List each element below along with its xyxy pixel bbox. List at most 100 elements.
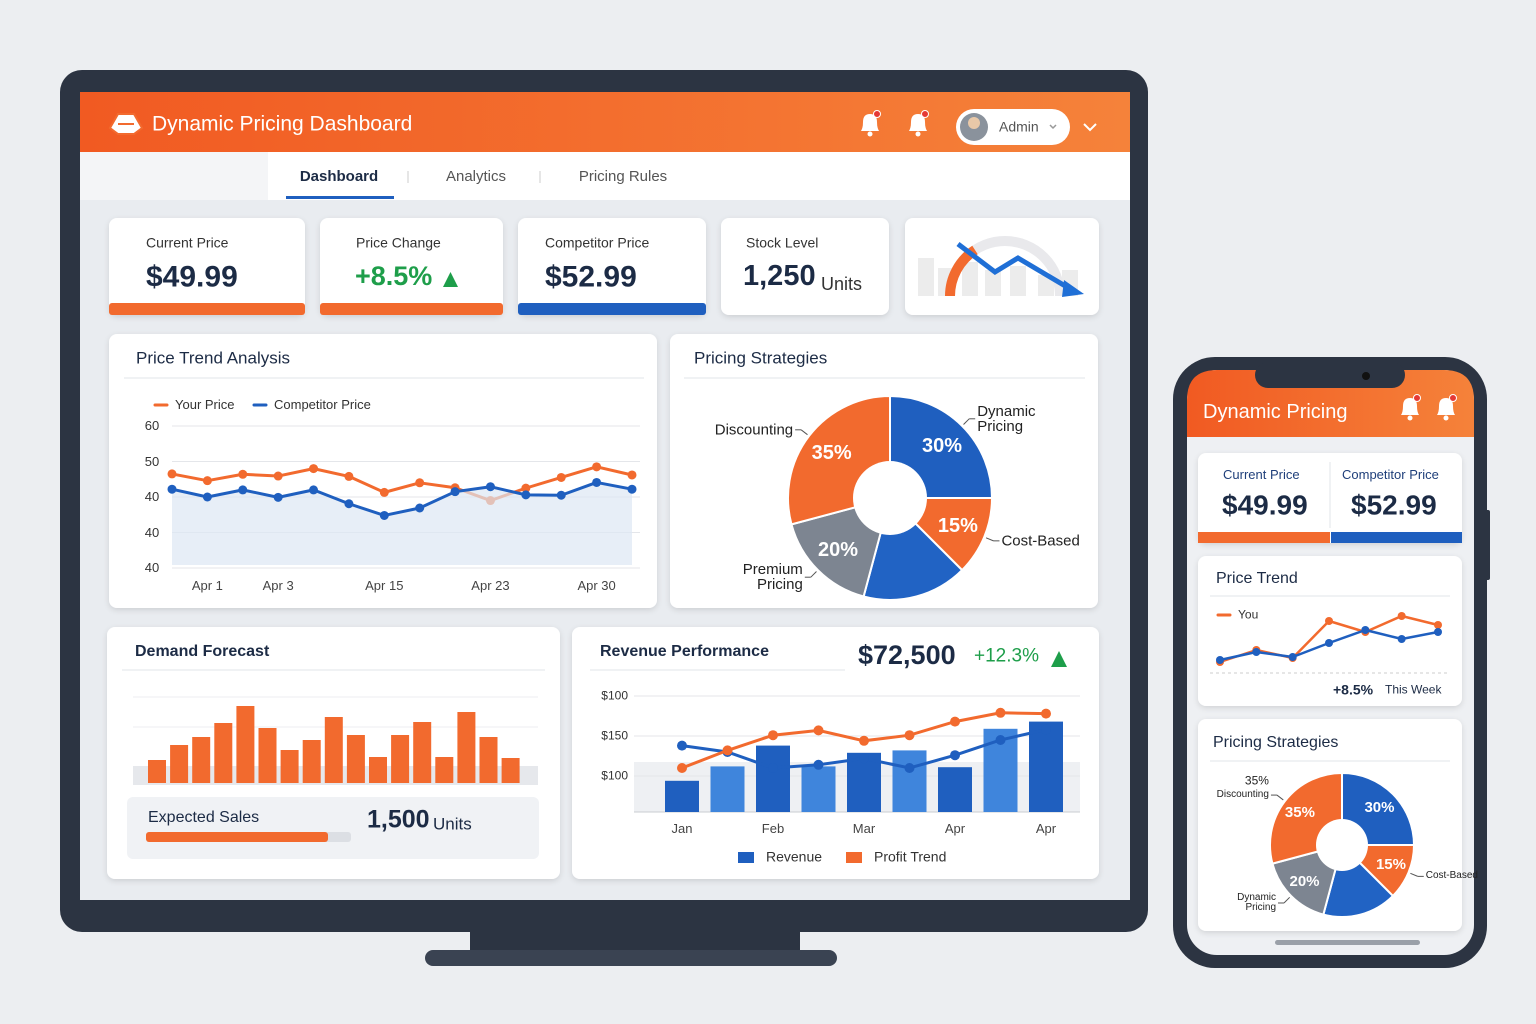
annotation: 35%	[1244, 773, 1269, 788]
kpi-label: Competitor Price	[545, 234, 650, 251]
data-point	[309, 464, 319, 474]
data-point	[1288, 653, 1297, 661]
phone-camera	[1362, 372, 1370, 380]
data-point	[859, 735, 869, 746]
x-tick-label: Apr	[1035, 820, 1057, 836]
kpi-accent	[1198, 532, 1330, 543]
data-point	[627, 484, 637, 494]
series-line	[171, 480, 633, 517]
monitor-stand-base	[425, 950, 837, 966]
data-point	[273, 492, 283, 502]
data-point	[904, 730, 915, 741]
phone-notch	[1255, 362, 1405, 388]
kpi-label: Current Price	[1223, 466, 1300, 482]
data-point	[1325, 639, 1333, 647]
data-point	[344, 499, 354, 509]
phone-button	[1485, 510, 1490, 580]
series-line	[171, 465, 633, 503]
header-bar	[80, 92, 1130, 152]
nav-bar	[268, 152, 1130, 200]
legend-label: Your Price	[175, 396, 235, 412]
nav-tab[interactable]: Analytics	[445, 167, 507, 185]
category-label: Dynamic Pricing	[1237, 891, 1277, 913]
data-point	[415, 478, 425, 488]
bar	[457, 712, 476, 783]
progress-fill	[146, 832, 328, 842]
data-point	[450, 487, 460, 497]
x-tick-label: Apr 15	[365, 577, 404, 593]
bar	[665, 780, 699, 812]
revenue-change: +12.3%	[974, 645, 1039, 667]
data-point	[1041, 708, 1051, 719]
bar	[413, 722, 432, 783]
trend-period: This Week	[1385, 682, 1442, 697]
legend-label: Revenue	[766, 848, 823, 865]
chevron-icon	[1049, 124, 1057, 130]
category-label: Premium Pricing	[742, 561, 803, 594]
summary-label: Expected Sales	[148, 809, 260, 827]
data-point	[813, 725, 824, 736]
card-title: Price Trend Analysis	[136, 348, 291, 368]
data-point	[859, 753, 869, 764]
data-point	[768, 730, 778, 741]
x-tick-label: Apr	[944, 820, 966, 836]
phone-header	[1187, 370, 1474, 437]
leader-line	[800, 429, 808, 436]
data-point	[309, 485, 319, 495]
data-point	[379, 487, 389, 497]
kpi-value: $49.99	[1222, 489, 1308, 521]
card-title: Revenue Performance	[600, 643, 769, 661]
bell-clapper	[867, 131, 873, 137]
data-point	[1397, 612, 1406, 620]
bell-clapper	[1443, 415, 1449, 421]
bar	[892, 750, 927, 812]
bell-icon[interactable]	[1437, 398, 1455, 415]
legend-label: You	[1238, 607, 1259, 622]
x-tick-label: Mar	[852, 820, 876, 836]
bell-icon[interactable]	[909, 114, 927, 131]
nav-tab[interactable]: Dashboard	[299, 167, 379, 185]
bar	[801, 766, 836, 812]
data-point	[1216, 656, 1224, 664]
data-point	[1325, 617, 1333, 625]
avatar-face	[968, 117, 980, 129]
bar	[501, 758, 520, 783]
data-point	[995, 735, 1006, 745]
bell-icon[interactable]	[1401, 398, 1419, 415]
kpi-accent	[1331, 532, 1462, 543]
data-point	[677, 763, 687, 773]
data-point	[627, 470, 637, 480]
data-point	[1252, 648, 1261, 656]
bar	[214, 723, 233, 783]
y-tick-label: 40	[144, 559, 160, 575]
slice-label: 15%	[1375, 856, 1406, 874]
user-name[interactable]: Admin	[999, 118, 1039, 135]
slice-label: 35%	[1284, 803, 1315, 821]
nav-tab[interactable]: Pricing Rules	[578, 167, 668, 185]
bar	[756, 745, 790, 812]
card-title: Pricing Strategies	[1213, 734, 1339, 752]
category-label: Dynamic Pricing	[977, 402, 1036, 435]
slice-label: 20%	[1289, 873, 1320, 891]
bar	[170, 745, 189, 783]
bell-icon[interactable]	[861, 114, 879, 131]
chevron-icon[interactable]	[1083, 123, 1097, 132]
data-point	[950, 716, 960, 727]
trend-arrow-decor	[956, 242, 1074, 293]
bar	[346, 735, 365, 783]
legend-swatch	[846, 852, 862, 863]
y-tick-label: $100	[601, 768, 628, 783]
bar	[391, 735, 410, 783]
mini-bar-decor	[918, 258, 934, 296]
card	[109, 218, 305, 315]
bar	[302, 740, 321, 783]
data-point	[344, 471, 354, 481]
pie-hole	[1316, 819, 1368, 871]
data-point	[202, 492, 212, 502]
kpi-label: Competitor Price	[1342, 466, 1439, 482]
leader-line	[810, 571, 817, 578]
nav-side	[80, 152, 268, 200]
bell-clapper	[915, 131, 921, 137]
slice-label: 30%	[1364, 798, 1395, 816]
